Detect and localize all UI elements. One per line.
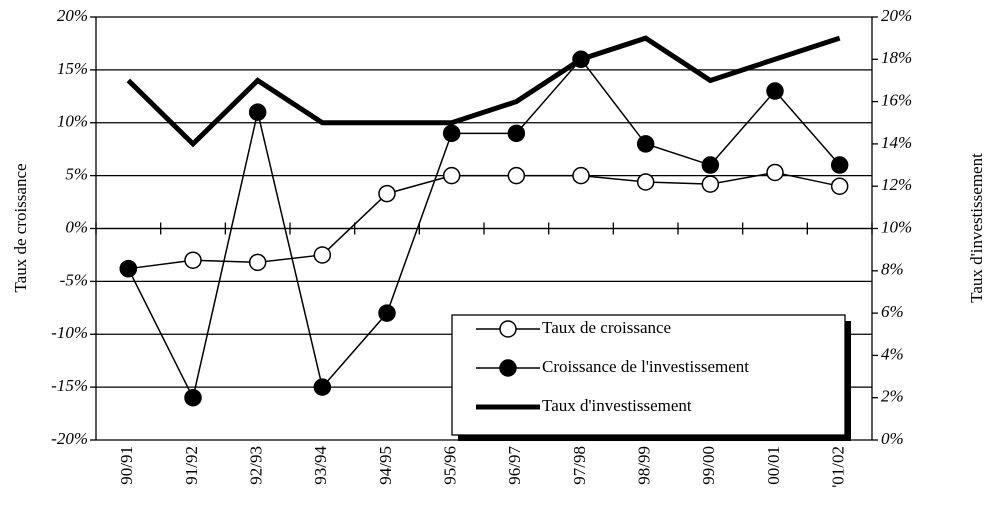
y2-tick-label: 20% [881,6,912,25]
point [636,135,655,153]
y-tick-label: 15% [57,59,88,78]
y-tick-label: -15% [51,376,88,395]
point [248,103,267,121]
x-tick-label: '01/02 [829,446,848,488]
point [442,124,461,143]
x-tick-label: 00/01 [764,446,783,485]
point [378,184,396,203]
point [766,163,784,182]
point [701,175,720,193]
y2-tick-label: 8% [881,260,904,279]
x-tick-label: 94/95 [376,446,395,485]
y2-axis-label: Taux d'investissement [967,153,986,303]
y2-tick-label: 0% [881,429,904,448]
y-tick-label: -20% [51,429,88,448]
y2-tick-label: 14% [881,133,912,152]
point [701,156,720,174]
point [636,173,655,191]
legend-label: Taux de croissance [542,318,671,337]
legend-label: Croissance de l'investissement [542,357,749,376]
x-tick-label: 96/97 [505,446,524,485]
point [378,304,396,322]
legend [451,314,846,436]
y-tick-label: 10% [57,112,88,131]
x-tick-label: 93/94 [311,446,330,485]
legend-marker [499,359,517,377]
y2-tick-label: 6% [881,302,904,321]
y2-tick-label: 12% [881,175,912,194]
point [442,166,461,185]
point [830,156,849,174]
point [184,388,202,407]
y2-tick-label: 16% [881,91,912,110]
y2-tick-label: 10% [881,217,912,236]
line [128,171,840,270]
x-tick-label: 95/96 [441,446,460,485]
point [766,82,784,100]
legend-marker [499,320,517,338]
y-tick-label: -5% [60,270,88,289]
point [572,166,590,185]
x-tick-label: 92/93 [247,446,266,485]
y2-tick-label: 18% [881,48,912,67]
y-tick-label: -10% [51,323,88,342]
x-tick-label: 91/92 [182,446,201,485]
point [119,259,138,278]
x-tick-label: 97/98 [570,446,589,485]
line [127,58,841,400]
point [507,124,526,143]
line [126,35,841,148]
legend-label: Taux d'investissement [542,396,692,415]
point [313,378,332,396]
point [184,251,202,269]
y-tick-label: 20% [57,6,88,25]
y2-tick-label: 4% [881,344,904,363]
y-tick-label: 0% [65,217,88,236]
x-tick-label: 90/91 [117,446,136,485]
point [507,166,526,185]
point [248,253,267,272]
x-tick-label: 98/99 [635,446,654,485]
x-tick-label: 99/00 [699,446,718,485]
y-tick-label: 5% [65,165,88,184]
y2-tick-label: 2% [881,387,904,406]
y-axis-label: Taux de croissance [11,163,30,292]
point [313,246,332,264]
point [830,177,849,195]
